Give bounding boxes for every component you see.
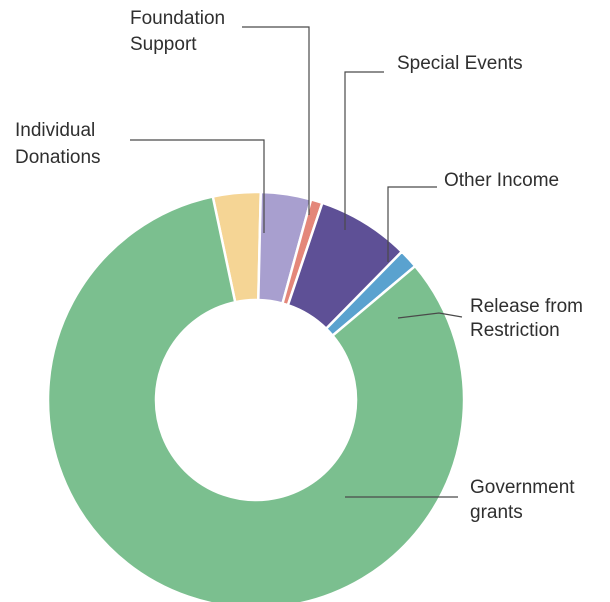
label-special-events: Special Events (397, 53, 523, 74)
label-foundation-support: Foundation Support (130, 8, 230, 55)
slice-government-grants (46, 195, 466, 602)
slice-labels: Individual Donations Foundation Support … (15, 8, 588, 523)
label-release-from-restriction: Release from Restriction (470, 296, 588, 341)
label-other-income: Other Income (444, 170, 559, 191)
leader-line-special-events (344, 71, 384, 230)
leader-line-individual-donations (130, 139, 265, 233)
leader-line-foundation-support (242, 26, 310, 215)
leader-lines (130, 26, 463, 498)
label-government-grants: Government grants (470, 477, 580, 523)
leader-line-release-from-restriction (397, 312, 463, 319)
label-individual-donations: Individual Donations (15, 120, 101, 168)
donut-slices (46, 190, 466, 602)
leader-line-other-income (387, 186, 437, 262)
